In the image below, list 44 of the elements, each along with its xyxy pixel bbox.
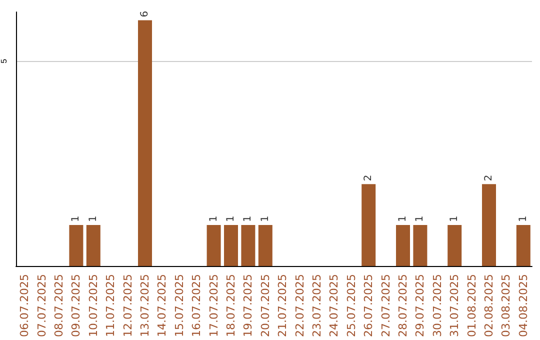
data-label: 1 [226, 216, 236, 222]
y-tick-label: 5 [0, 58, 8, 64]
x-tick-label: 20.07.2025 [258, 274, 272, 338]
data-label: 1 [518, 216, 529, 222]
x-tick-label: 26.07.2025 [362, 274, 376, 338]
data-label: 1 [449, 216, 460, 222]
x-tick-label: 31.07.2025 [448, 274, 462, 338]
x-tick-label: 22.07.2025 [293, 274, 306, 338]
x-tick-label: 16.07.2025 [190, 274, 204, 338]
x-tick-label: 23.07.2025 [310, 274, 324, 338]
data-label: 6 [140, 10, 150, 18]
x-tick-label: 24.07.2025 [328, 274, 341, 338]
data-label: 1 [260, 216, 271, 222]
data-label: 2 [484, 174, 494, 182]
x-tick-label: 21.07.2025 [276, 274, 290, 338]
data-label: 1 [414, 216, 426, 222]
x-tick-label: 19.07.2025 [242, 274, 255, 338]
data-label: 1 [70, 216, 82, 222]
x-tick-label: 17.07.2025 [207, 274, 220, 338]
data-label: 2 [363, 174, 374, 182]
x-tick-label: 04.08.2025 [516, 274, 530, 338]
x-tick-label: 03.08.2025 [500, 274, 513, 338]
x-tick-label: 07.07.2025 [35, 274, 48, 338]
x-tick-label: 11.07.2025 [104, 274, 118, 338]
x-tick-label: 12.07.2025 [121, 274, 134, 338]
x-tick-label: 30.07.2025 [430, 274, 444, 338]
x-tick-label: 09.07.2025 [70, 274, 83, 338]
x-tick-label: 29.07.2025 [414, 274, 427, 338]
data-label: 1 [88, 216, 99, 222]
data-label: 1 [398, 216, 408, 222]
x-tick-label: 13.07.2025 [138, 274, 152, 338]
x-tick-label: 10.07.2025 [86, 274, 100, 338]
x-tick-label: 08.07.2025 [52, 274, 66, 338]
x-tick-label: 01.08.2025 [465, 274, 478, 338]
x-tick-label: 15.07.2025 [172, 274, 186, 338]
data-label: 1 [208, 216, 220, 222]
x-tick-label: 06.07.2025 [18, 274, 32, 338]
x-tick-label: 18.07.2025 [224, 274, 238, 338]
data-label: 1 [242, 216, 254, 222]
x-tick-label: 14.07.2025 [156, 274, 169, 338]
x-tick-label: 28.07.2025 [396, 274, 410, 338]
x-tick-label: 25.07.2025 [344, 274, 358, 338]
x-tick-label: 02.08.2025 [482, 274, 496, 338]
x-tick-label: 27.07.2025 [379, 274, 392, 338]
